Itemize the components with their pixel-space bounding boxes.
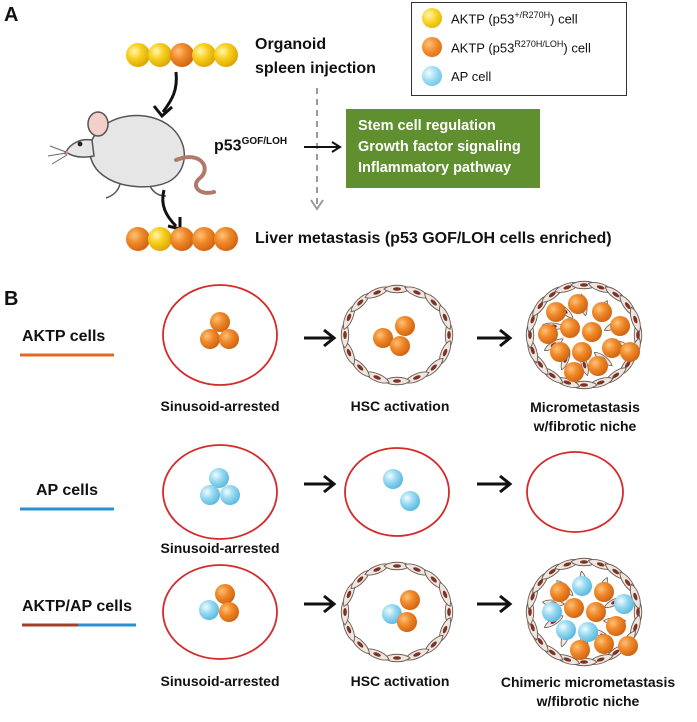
aktp-cell xyxy=(560,318,580,338)
cells-r2-c1 xyxy=(200,468,240,505)
orange-cell-icon xyxy=(422,37,442,57)
aktp-cell xyxy=(618,636,638,656)
sinusoid-r3-c1 xyxy=(162,564,278,660)
stellate-cell xyxy=(439,304,451,331)
legend-item-aktp-het: AKTP (p53+/R270H) cell xyxy=(422,8,578,28)
genotype-label: p53GOF/LOH xyxy=(214,136,288,155)
aktp-cell xyxy=(594,582,614,602)
mouse-illustration xyxy=(47,111,216,199)
panel-b-label: B xyxy=(4,288,19,310)
stellate-cell xyxy=(364,563,390,576)
stellate-cell xyxy=(404,371,430,384)
aktp-cell xyxy=(564,362,584,382)
row-label-aktp-ap: AKTP/AP cells xyxy=(22,598,132,615)
metastasis-arrow xyxy=(161,189,178,228)
legend: AKTP (p53+/R270H) cell AKTP (p53R270H/LO… xyxy=(411,2,627,96)
cells-r1-c2 xyxy=(373,316,415,356)
aktp-cell xyxy=(582,322,602,342)
injection-title-line2: spleen injection xyxy=(255,60,376,77)
pathway-item: Inflammatory pathway xyxy=(358,160,512,176)
cells-r1-c3 xyxy=(538,294,640,382)
panel-a-label: A xyxy=(4,4,19,26)
aktp-cell xyxy=(602,338,622,358)
ap-cell xyxy=(542,602,562,622)
stage-caption: Chimeric micrometastasis w/fibrotic nich… xyxy=(500,674,676,709)
outcome-label: Liver metastasis (p53 GOF/LOH cells enri… xyxy=(255,230,612,247)
cells-r3-c2 xyxy=(382,590,420,632)
stellate-cell xyxy=(364,286,390,299)
hsc-layer xyxy=(340,280,643,667)
stage-arrows xyxy=(304,328,513,614)
aktp-cell xyxy=(588,356,608,376)
aktp-cell xyxy=(572,342,592,362)
sinusoid-r1-c1 xyxy=(162,284,278,386)
aktp-cell xyxy=(606,616,626,636)
row-label-ap: AP cells xyxy=(36,482,98,499)
cells-r2-c2 xyxy=(383,469,420,511)
legend-text-aktp-loh: AKTP (p53R270H/LOH) cell xyxy=(451,38,591,56)
row-label-aktp: AKTP cells xyxy=(22,328,106,345)
blue-cell-icon xyxy=(422,66,442,86)
aktp-cell xyxy=(538,324,558,344)
ap-cell xyxy=(578,622,598,642)
legend-text-ap: AP cell xyxy=(451,68,492,84)
pathway-box: Stem cell regulation Growth factor signa… xyxy=(346,109,540,188)
legend-text-aktp-het: AKTP (p53+/R270H) cell xyxy=(451,9,578,27)
aktp-cell xyxy=(594,634,614,654)
stage-caption: HSC activation xyxy=(350,673,450,689)
stellate-cell xyxy=(629,583,641,610)
injection-title: Organoid spleen injection xyxy=(255,33,376,81)
stage-caption: Micrometastasis w/fibrotic niche xyxy=(530,399,640,434)
stage-caption: Sinusoid-arrested xyxy=(160,540,280,556)
aktp-cell xyxy=(568,294,588,314)
ap-cell xyxy=(614,594,634,614)
stage-caption: HSC activation xyxy=(350,398,450,414)
legend-item-aktp-loh: AKTP (p53R270H/LOH) cell xyxy=(422,37,591,57)
aktp-cell xyxy=(586,602,606,622)
aktp-cell xyxy=(550,582,570,602)
stellate-cell xyxy=(383,561,411,571)
aktp-cell xyxy=(592,302,612,322)
cells-r1-c1 xyxy=(200,312,239,349)
aktp-cell xyxy=(620,342,640,362)
cells-r3-c1 xyxy=(199,584,239,622)
stage-caption: Sinusoid-arrested xyxy=(160,398,280,414)
aktp-cell xyxy=(610,316,630,336)
stage-caption: Sinusoid-arrested xyxy=(160,673,280,689)
sinusoid-r2-c1 xyxy=(162,444,278,540)
aktp-cell xyxy=(550,342,570,362)
organoid-chain-bottom xyxy=(126,227,238,251)
legend-item-ap: AP cell xyxy=(422,66,491,86)
aktp-cell xyxy=(564,598,584,618)
stellate-cell xyxy=(439,581,451,608)
injection-arrow xyxy=(161,71,178,113)
aktp-cell xyxy=(546,302,566,322)
stellate-cell xyxy=(629,306,641,333)
ap-cell xyxy=(556,620,576,640)
pathway-item: Growth factor signaling xyxy=(358,139,521,155)
aktp-cell xyxy=(570,640,590,660)
stellate-cell xyxy=(404,648,430,661)
sinusoid-r2-c2 xyxy=(344,447,450,537)
ap-cell xyxy=(572,576,592,596)
injection-title-line1: Organoid xyxy=(255,36,327,53)
yellow-cell-icon xyxy=(422,8,442,28)
pathway-item: Stem cell regulation xyxy=(358,118,496,134)
organoid-chain-top xyxy=(126,43,238,67)
sinusoid-r2-c3 xyxy=(526,451,624,533)
cells-r3-c3 xyxy=(542,576,638,660)
